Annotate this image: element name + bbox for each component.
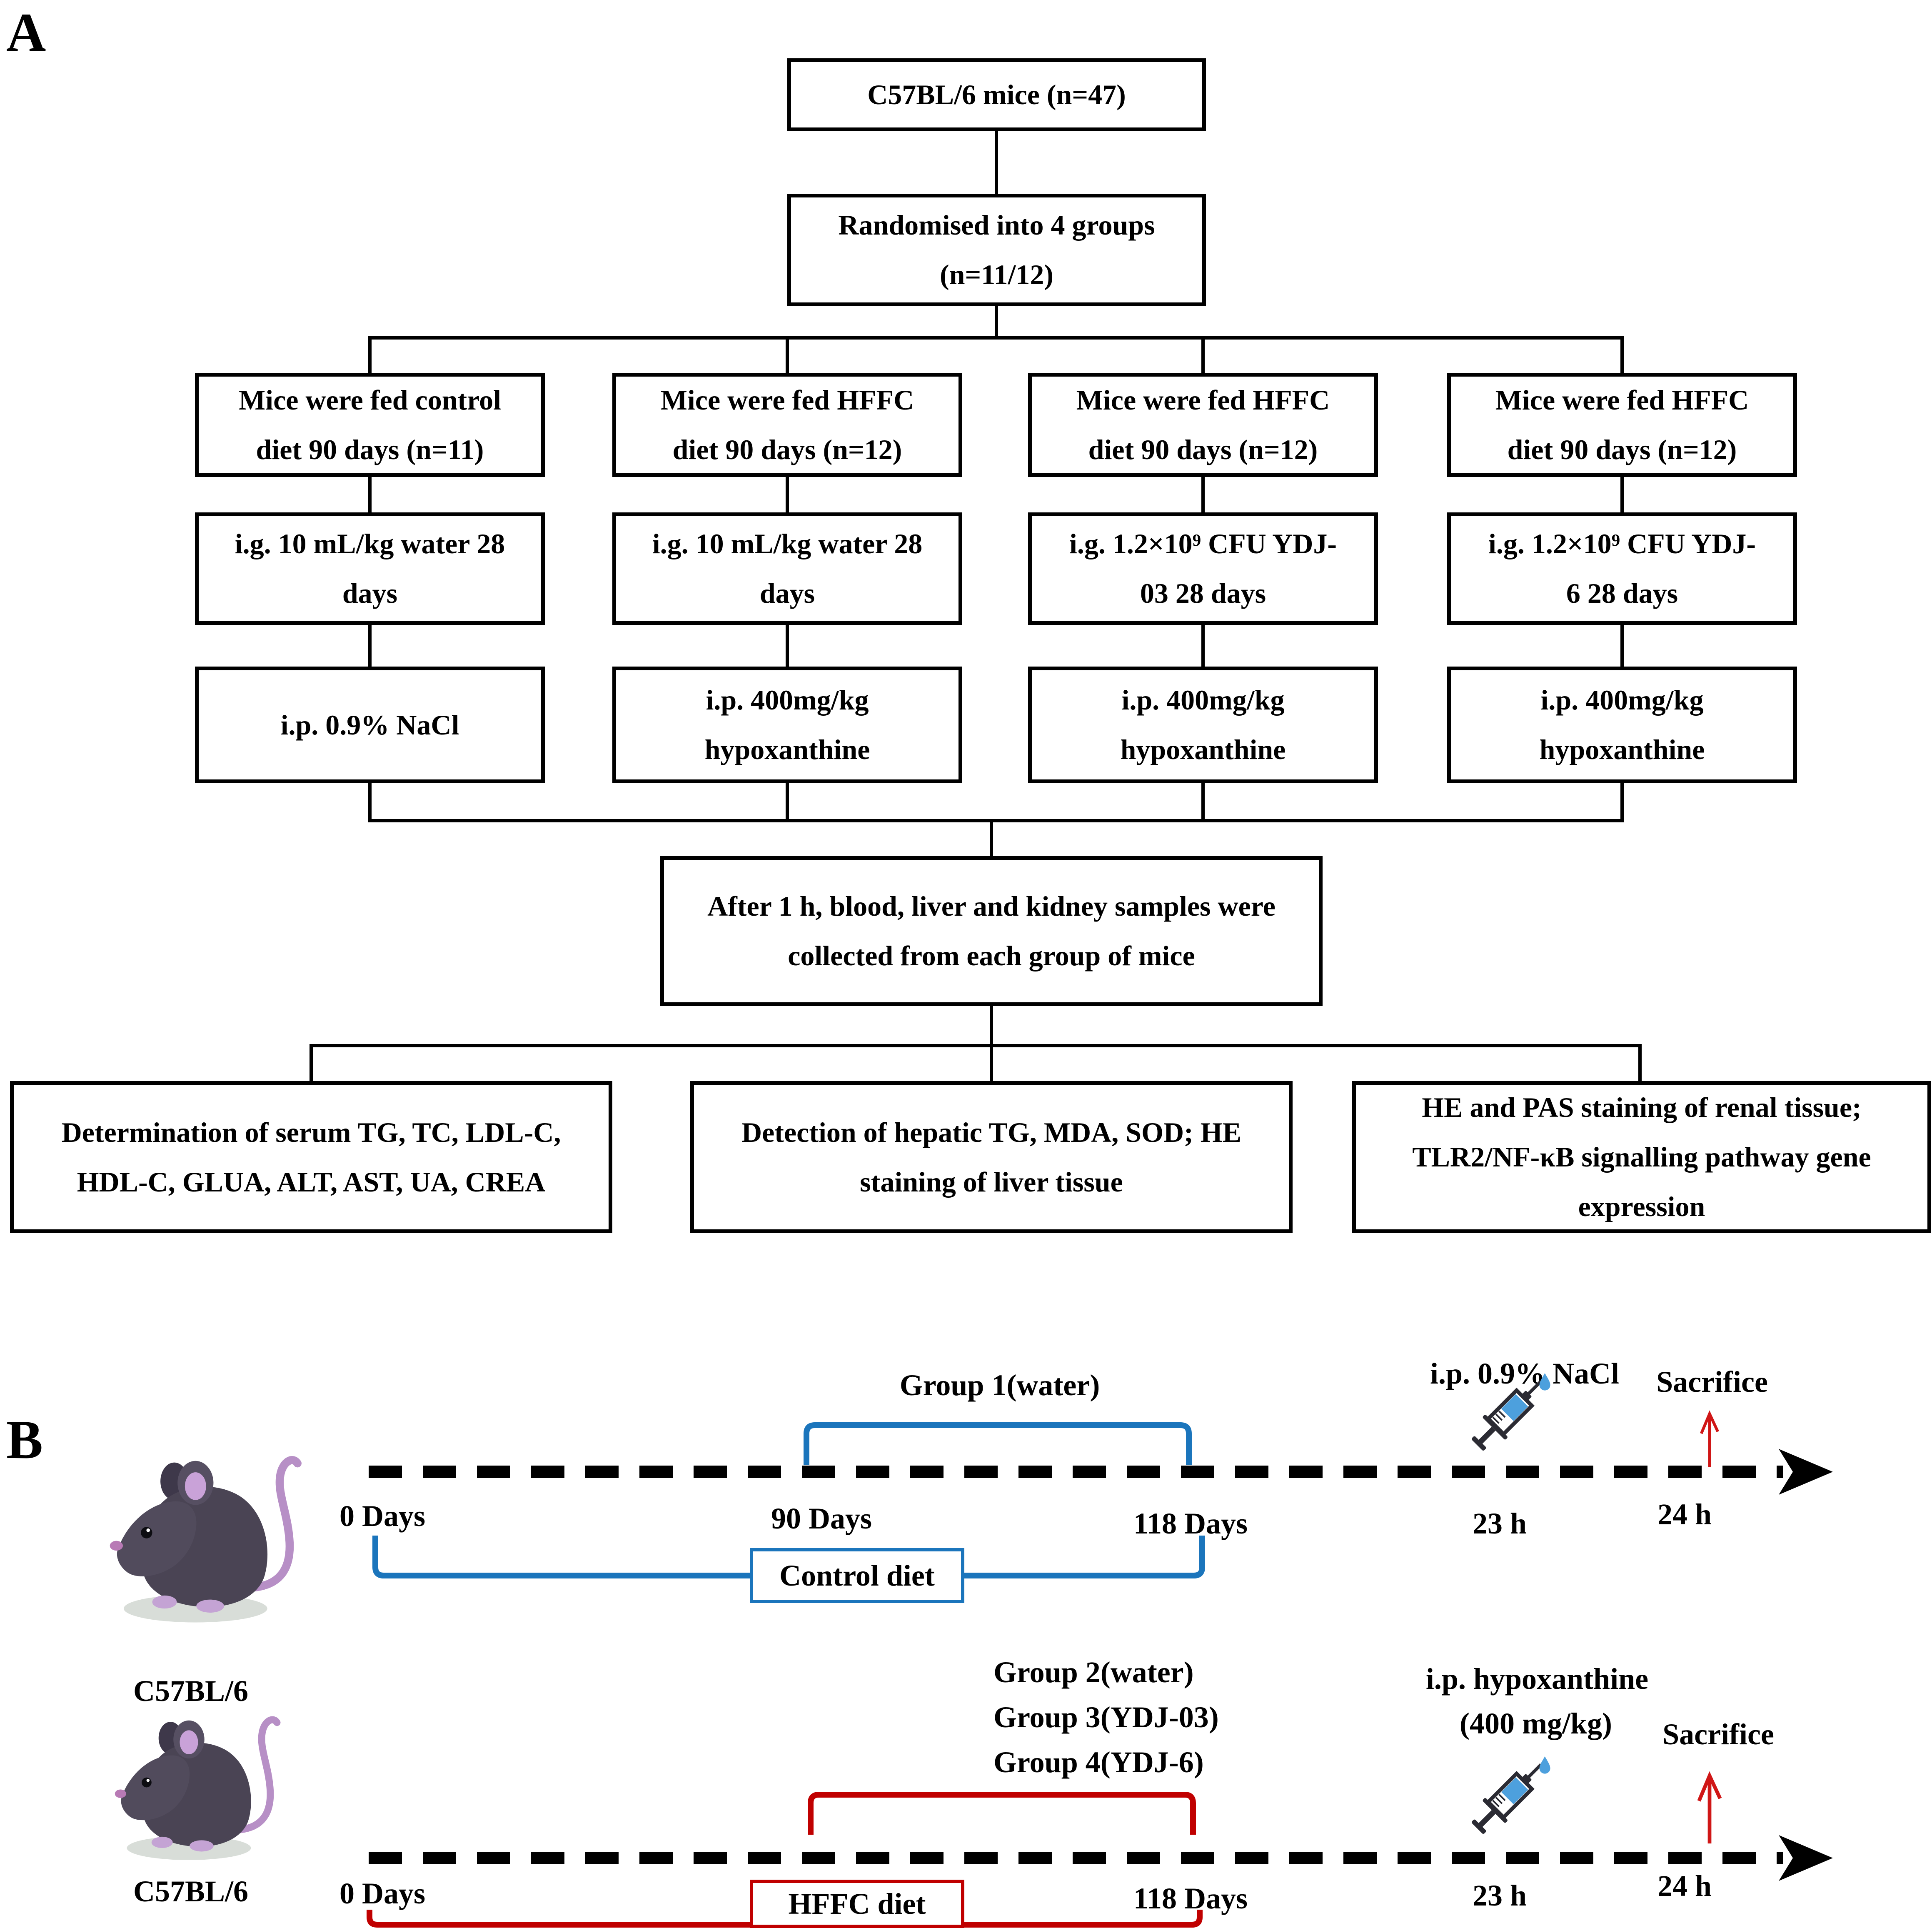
flow-box-injection-3: i.p. 400mg/kg hypoxanthine bbox=[1028, 667, 1378, 783]
flow-box-diet-4: Mice were fed HFFC diet 90 days (n=12) bbox=[1447, 373, 1797, 477]
flow-box-diet-2: Mice were fed HFFC diet 90 days (n=12) bbox=[612, 373, 962, 477]
tick-24h: 24 h bbox=[1657, 1498, 1712, 1531]
connector-line bbox=[995, 306, 998, 338]
injection-label-hypoxanthine: i.p. hypoxanthine bbox=[1425, 1662, 1649, 1696]
hffc-diet-box: HFFC diet bbox=[750, 1880, 964, 1928]
flow-box-randomised: Randomised into 4 groups (n=11/12) bbox=[787, 194, 1206, 306]
connector-line bbox=[310, 1044, 1642, 1047]
connector-line bbox=[1201, 625, 1205, 667]
connector-line bbox=[786, 625, 789, 667]
sacrifice-arrow-icon bbox=[1700, 1410, 1719, 1467]
connector-line bbox=[368, 336, 1624, 340]
connector-line bbox=[995, 131, 998, 194]
connector-line bbox=[1201, 783, 1205, 821]
connector-line bbox=[786, 338, 789, 373]
syringe-icon bbox=[1471, 1373, 1550, 1451]
tick-118-days: 118 Days bbox=[1133, 1507, 1248, 1540]
panel-a-label: A bbox=[6, 2, 46, 63]
connector-line bbox=[1620, 783, 1624, 821]
mouse-icon bbox=[110, 1456, 302, 1623]
tick-23h: 23 h bbox=[1472, 1507, 1527, 1540]
connector-line bbox=[786, 783, 789, 821]
mouse-strain-label: C57BL/6 bbox=[133, 1674, 249, 1708]
water-drop-icon bbox=[1539, 1756, 1550, 1774]
connector-line bbox=[990, 822, 993, 858]
control-diet-box: Control diet bbox=[750, 1548, 964, 1603]
flow-box-injection-2: i.p. 400mg/kg hypoxanthine bbox=[612, 667, 962, 783]
connector-line bbox=[1201, 338, 1205, 373]
connector-line bbox=[1201, 477, 1205, 512]
sacrifice-arrow-icon bbox=[1697, 1771, 1722, 1844]
flow-box-injection-4: i.p. 400mg/kg hypoxanthine bbox=[1447, 667, 1797, 783]
tick-90-days: 90 Days bbox=[771, 1502, 872, 1535]
flow-box-gavage-1: i.g. 10 mL/kg water 28 days bbox=[195, 512, 545, 625]
flow-box-outcome-renal: HE and PAS staining of renal tissue; TLR… bbox=[1352, 1081, 1931, 1233]
panel-b-label: B bbox=[6, 1409, 43, 1470]
connector-line bbox=[1620, 477, 1624, 512]
connector-line bbox=[1620, 625, 1624, 667]
flow-box-outcome-hepatic: Detection of hepatic TG, MDA, SOD; HE st… bbox=[690, 1081, 1293, 1233]
connector-line bbox=[1638, 1046, 1642, 1081]
flow-box-injection-1: i.p. 0.9% NaCl bbox=[195, 667, 545, 783]
timeline-dashed-line bbox=[369, 1466, 1783, 1478]
connector-line bbox=[368, 783, 372, 821]
flow-box-diet-1: Mice were fed control diet 90 days (n=11… bbox=[195, 373, 545, 477]
flow-box-gavage-3: i.g. 1.2×10⁹ CFU YDJ- 03 28 days bbox=[1028, 512, 1378, 625]
connector-line bbox=[368, 625, 372, 667]
group1-bracket bbox=[804, 1422, 1192, 1465]
mouse-strain-label: C57BL/6 bbox=[133, 1875, 249, 1908]
tick-24h: 24 h bbox=[1657, 1869, 1712, 1903]
sacrifice-label: Sacrifice bbox=[1662, 1718, 1774, 1751]
flow-box-gavage-2: i.g. 10 mL/kg water 28 days bbox=[612, 512, 962, 625]
tick-23h: 23 h bbox=[1472, 1879, 1527, 1912]
injection-dose-label: (400 mg/kg) bbox=[1460, 1707, 1612, 1740]
connector-line bbox=[368, 819, 1624, 822]
group234-labels: Group 2(water) Group 3(YDJ-03) Group 4(Y… bbox=[993, 1656, 1219, 1779]
sacrifice-label: Sacrifice bbox=[1656, 1365, 1768, 1399]
timeline-dashed-line bbox=[369, 1852, 1783, 1864]
flow-box-collection: After 1 h, blood, liver and kidney sampl… bbox=[660, 856, 1323, 1006]
flow-box-outcome-serum: Determination of serum TG, TC, LDL-C, HD… bbox=[10, 1081, 612, 1233]
tick-118-days: 118 Days bbox=[1133, 1882, 1248, 1915]
connector-line bbox=[990, 1046, 993, 1081]
syringe-icon bbox=[1471, 1756, 1550, 1834]
tick-0-days: 0 Days bbox=[339, 1877, 425, 1910]
flow-box-gavage-4: i.g. 1.2×10⁹ CFU YDJ- 6 28 days bbox=[1447, 512, 1797, 625]
flow-box-diet-3: Mice were fed HFFC diet 90 days (n=12) bbox=[1028, 373, 1378, 477]
mouse-icon bbox=[115, 1716, 281, 1860]
water-drop-icon bbox=[1539, 1373, 1550, 1391]
connector-line bbox=[786, 477, 789, 512]
tick-0-days: 0 Days bbox=[339, 1499, 425, 1533]
timeline-arrowhead-icon bbox=[1779, 1835, 1833, 1881]
connector-line bbox=[1620, 338, 1624, 373]
connector-line bbox=[310, 1046, 313, 1081]
injection-label-nacl: i.p. 0.9% NaCl bbox=[1430, 1357, 1620, 1390]
timeline-arrowhead-icon bbox=[1779, 1449, 1833, 1495]
connector-line bbox=[368, 338, 372, 373]
hffc-groups-bracket bbox=[808, 1792, 1196, 1835]
flow-box-root: C57BL/6 mice (n=47) bbox=[787, 58, 1206, 131]
connector-line bbox=[990, 1006, 993, 1046]
group1-label: Group 1(water) bbox=[899, 1369, 1100, 1402]
connector-line bbox=[368, 477, 372, 512]
